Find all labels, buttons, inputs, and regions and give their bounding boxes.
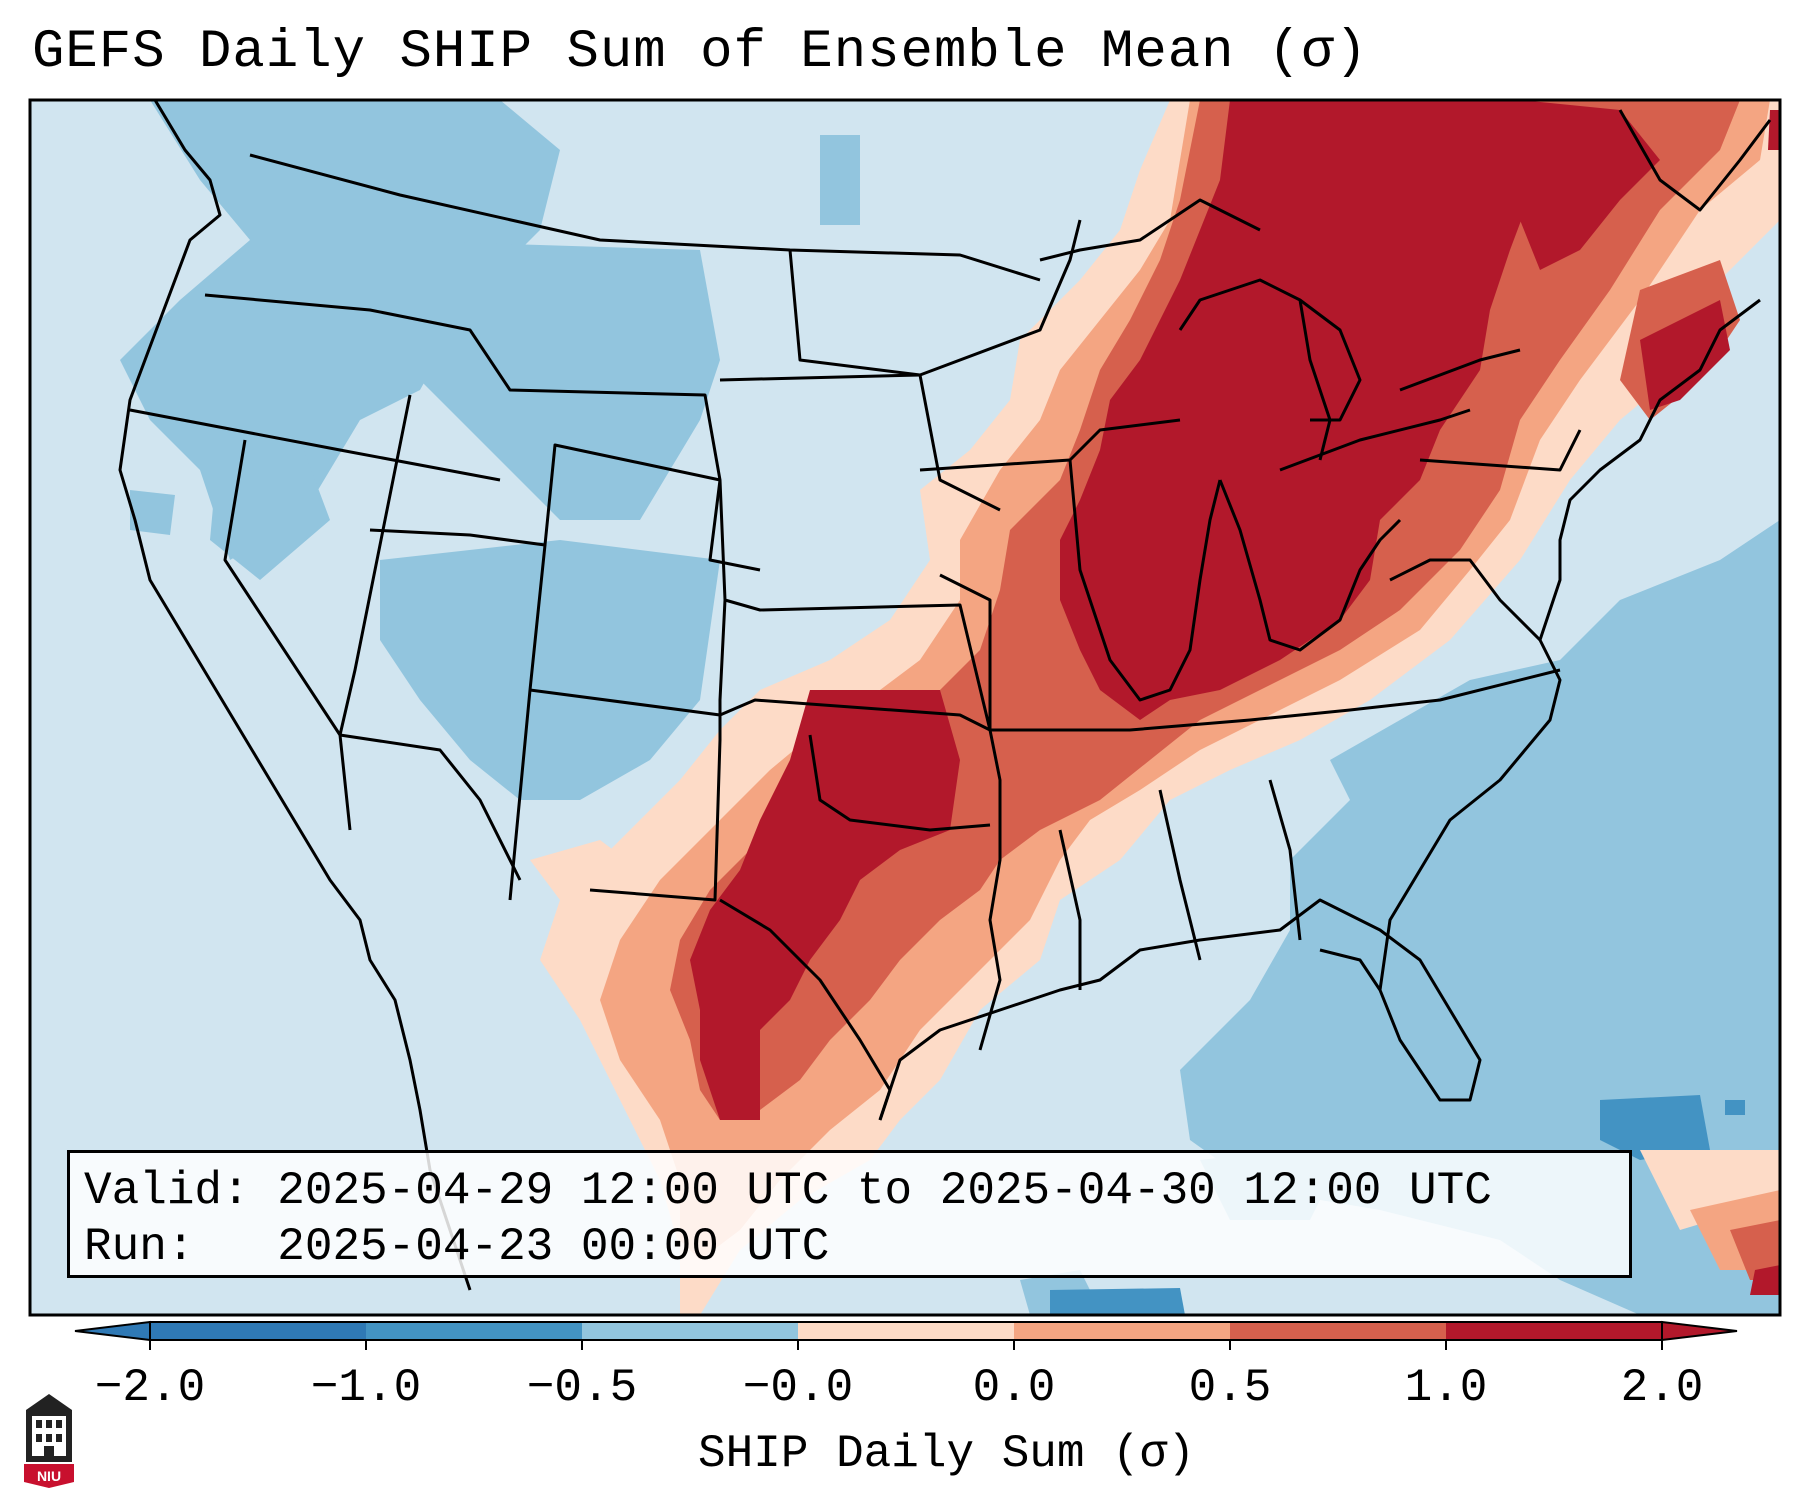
- il-in-border: [1068, 459, 1222, 702]
- nm-tx-border: [589, 599, 727, 902]
- negative-anomaly-west: [120, 100, 860, 800]
- colorbar-segment: [582, 1322, 798, 1340]
- colorbar-extend-min: [74, 1320, 151, 1342]
- tn-nc-border: [990, 668, 1561, 732]
- colorbar-tick-label: 1.0: [1404, 1362, 1488, 1414]
- svg-text:NIU: NIU: [37, 1468, 61, 1484]
- sd-ne-border: [719, 373, 921, 382]
- gulf-coastline: [878, 898, 1482, 1121]
- valid-run-info-box: Valid: 2025-04-29 12:00 UTC to 2025-04-3…: [67, 1150, 1632, 1278]
- niu-logo: NIU: [24, 1394, 74, 1488]
- colorbar-tick-label: −0.5: [526, 1362, 638, 1414]
- colorbar-segment: [798, 1322, 1014, 1340]
- west-coastline: [118, 100, 472, 1291]
- colorbar-segment: [1014, 1322, 1230, 1340]
- lake-erie: [1279, 408, 1471, 472]
- page-title: GEFS Daily SHIP Sum of Ensemble Mean (σ): [32, 22, 1369, 83]
- iowa-border: [919, 418, 1181, 472]
- colorbar-tick-label: −2.0: [94, 1362, 206, 1414]
- colorbar-segment: [1446, 1322, 1662, 1340]
- canada-border: [249, 153, 1041, 282]
- ne-ks-border: [718, 479, 992, 731]
- strong-negative-anomaly: [1050, 1095, 1745, 1315]
- id-wy-border: [204, 293, 761, 572]
- or-ca-border: [129, 408, 501, 482]
- mn-border: [919, 219, 1082, 377]
- va-border: [1389, 558, 1542, 642]
- ok-tx-border: [808, 734, 991, 832]
- colorbar-segment: [366, 1322, 582, 1340]
- positive-anomaly-extreme: [690, 100, 1780, 1295]
- run-time: Run: 2025-04-23 00:00 UTC: [84, 1221, 830, 1273]
- colorbar: [74, 1320, 1738, 1350]
- colorbar-tick-label: −1.0: [310, 1362, 422, 1414]
- colorbar-extend-max: [1661, 1320, 1738, 1342]
- ca-nv-border: [223, 439, 352, 831]
- in-oh-border: [1218, 479, 1402, 652]
- lake-ontario: [1399, 348, 1521, 392]
- map-area: [30, 100, 1780, 1315]
- colorbar-tick-label: 0.5: [1188, 1362, 1272, 1414]
- colorbar-tick-label: 0.0: [972, 1362, 1056, 1414]
- al-border: [1158, 789, 1202, 961]
- colorbar-label: SHIP Daily Sum (σ): [698, 1428, 1195, 1480]
- az-border: [339, 733, 522, 881]
- colorbar-segment: [1230, 1322, 1446, 1340]
- ga-border: [1268, 779, 1302, 941]
- lake-superior: [1039, 198, 1261, 262]
- pa-ny-border: [1419, 429, 1582, 472]
- ms-border: [1058, 829, 1082, 990]
- colorbar-tick-label: 2.0: [1620, 1362, 1704, 1414]
- co-nm-border: [529, 688, 991, 732]
- lake-huron: [1299, 298, 1362, 422]
- colorbar-tick-label: −0.0: [742, 1362, 854, 1414]
- state-boundaries: [118, 100, 1772, 1291]
- nv-ut-border: [338, 394, 412, 736]
- map-frame: [28, 98, 1782, 1317]
- valid-time: Valid: 2025-04-29 12:00 UTC to 2025-04-3…: [84, 1165, 1492, 1217]
- mo-ar-border: [939, 573, 1002, 1051]
- colorbar-frame: [149, 1321, 1663, 1341]
- maine-border: [1618, 109, 1772, 212]
- east-coastline: [1378, 298, 1761, 991]
- colorbar-segment: [150, 1322, 366, 1340]
